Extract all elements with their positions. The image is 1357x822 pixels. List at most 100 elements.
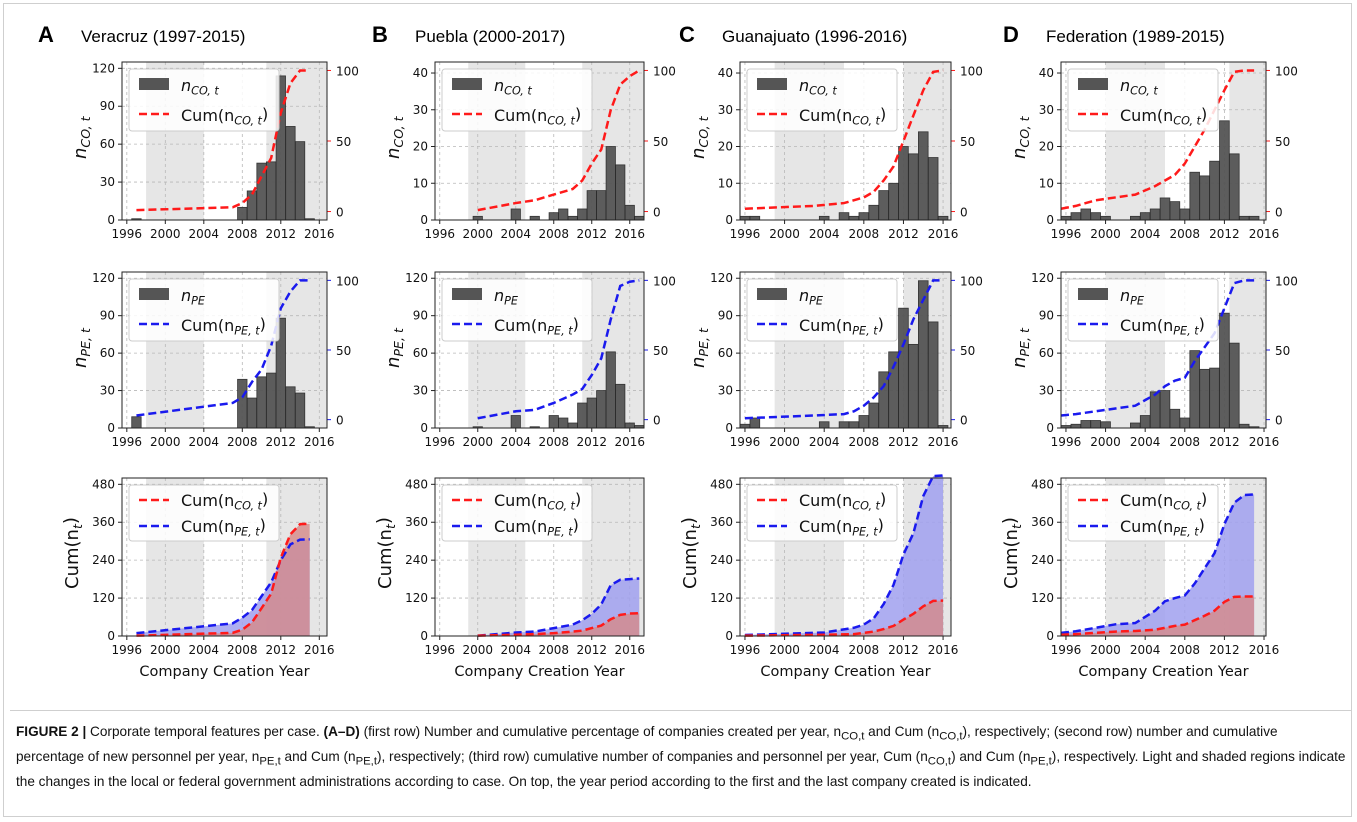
plot-frame [121,271,328,429]
caption-text: (first row) Number and cumulative percen… [359,724,842,739]
bar [1189,171,1200,221]
bar [1209,160,1220,221]
bar [1199,175,1210,221]
legend-label: Cum(nCO, t) [181,105,268,128]
cumulative-line [1060,279,1255,417]
bar [577,208,588,221]
bar [1090,420,1101,429]
right-tick-label: 0 [1275,414,1283,428]
bar [285,386,296,429]
caption-text: and Cum (n [864,724,940,739]
x-tick-label: 2000 [769,435,800,449]
y-tick-label: 120 [405,591,428,605]
right-tick-label: 100 [336,64,359,78]
y-tick-label: 120 [92,271,115,285]
co-line [477,611,640,637]
x-tick-label: 2000 [462,643,493,657]
y-axis-label: nCO, t [383,115,406,159]
x-tick-label: 2004 [1130,643,1161,657]
x-tick-label: 2012 [576,227,607,241]
y-tick-label: 10 [1039,176,1054,190]
x-tick-label: 1996 [1051,227,1082,241]
subplot-cum: Cum(nCO, t) Cum(nPE, t) Cum(nt) Company Cre… [373,477,645,680]
bar [596,190,607,221]
legend-label: Cum(nCO, t) [494,490,581,513]
y-tick-label: 90 [100,99,115,113]
subplot-pe: 0 50 100 nPE Cum(nPE, t) nPE, t 1996 2000 2004 20… [70,271,359,449]
bar [918,131,929,221]
caption-text: ), respectively. Light and shaded region… [16,749,1346,790]
y-tick-label: 240 [710,553,733,567]
plot-frame [434,271,645,429]
right-tick-label: 50 [336,344,351,358]
y-tick-label: 30 [100,384,115,398]
y-tick-label: 120 [405,271,428,285]
legend-label: Cum(nCO, t) [1120,490,1207,513]
panel-title: Guanajuato (1996-2016) [722,27,907,46]
bar [266,372,277,429]
y-tick-label: 360 [92,515,115,529]
y-tick-label: 40 [1039,66,1054,80]
bar [529,215,540,221]
y-tick-label: 0 [107,213,115,227]
y-tick-label: 0 [725,213,733,227]
y-axis-label: nCO, t [688,115,711,159]
cumulative-line [136,279,310,417]
x-tick-label: 2012 [266,643,297,657]
bar [131,416,142,429]
x-tick-label: 2008 [1170,227,1201,241]
co-line [744,599,944,637]
subplot-pe: 0 50 100 nPE Cum(nPE, t) nPE, t 1996 2000 2004 20… [1009,271,1298,449]
legend-label: Cum(nCO, t) [1120,105,1207,128]
bar [1080,420,1092,429]
panel-letter: D [1003,22,1019,47]
x-tick-label: 2016 [928,435,959,449]
pe-line [1060,493,1255,635]
x-tick-label: 1996 [112,227,143,241]
x-tick-label: 2012 [888,643,919,657]
subplot-cum: Cum(nCO, t) Cum(nPE, t) Cum(nt) Company Cre… [999,477,1279,680]
right-tick-label: 0 [653,414,661,428]
bar [1080,208,1092,221]
caption-text: ), respectively; (third row) cumulative … [376,749,928,765]
bar [1090,212,1101,221]
y-tick-label: 240 [92,553,115,567]
legend-swatch [139,288,169,300]
bar [1130,215,1141,221]
x-tick-label: 1996 [1051,643,1082,657]
caption-text: Corporate temporal features per case. [86,724,324,739]
y-tick-label: 20 [1039,140,1054,154]
x-tick-label: 2016 [1249,227,1280,241]
y-tick-label: 240 [405,553,428,567]
plot-frame [739,61,952,221]
x-tick-label: 2004 [1130,435,1161,449]
panel-letter: C [679,22,695,47]
bar [818,421,830,429]
x-axis-label: Company Creation Year [1078,664,1248,680]
bar [1209,367,1220,429]
y-tick-label: 0 [107,421,115,435]
right-tick-label: 0 [653,206,661,220]
bar [510,415,521,429]
pe-area [477,578,640,636]
plot-frame [1060,271,1267,429]
bar [868,402,879,429]
bar [615,383,626,429]
bar [510,208,521,221]
bar [749,417,761,429]
right-tick-label: 100 [653,274,676,288]
y-tick-label: 60 [100,346,115,360]
right-tick-label: 100 [336,274,359,288]
bar [1199,368,1210,429]
right-tick-label: 0 [1275,206,1283,220]
x-tick-label: 2012 [888,435,919,449]
legend-label: nCO, t [799,76,837,97]
y-tick-label: 90 [413,309,428,323]
bar [838,421,850,429]
bar [596,390,607,429]
bar [818,215,830,221]
bar [1169,201,1181,221]
legend-swatch [139,78,169,90]
